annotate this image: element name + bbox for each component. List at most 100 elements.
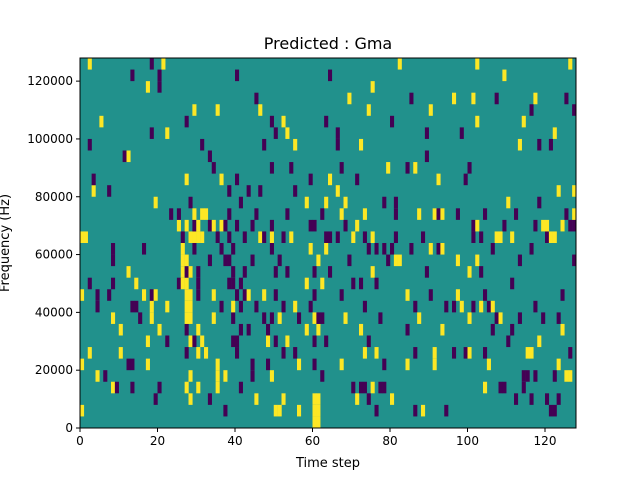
- heatmap-cell-negative: [514, 393, 519, 405]
- heatmap-cell-negative: [235, 347, 240, 359]
- heatmap-cell-negative: [269, 243, 274, 255]
- heatmap-cell-negative: [471, 300, 476, 313]
- heatmap-cell-positive: [200, 335, 205, 348]
- heatmap-cell-positive: [126, 266, 131, 278]
- heatmap-cell-negative: [529, 393, 534, 405]
- heatmap-cell-positive: [359, 323, 364, 336]
- heatmap-cell-negative: [413, 300, 418, 313]
- heatmap-cell-negative: [184, 266, 189, 278]
- heatmap-cell-positive: [269, 231, 274, 243]
- heatmap-cell-positive: [111, 312, 116, 324]
- heatmap-cell-positive: [161, 58, 166, 70]
- heatmap-cell-positive: [111, 381, 116, 394]
- heatmap-cell-negative: [107, 185, 112, 197]
- heatmap-cell-negative: [556, 393, 561, 405]
- heatmap-cell-negative: [192, 243, 197, 255]
- heatmap-cell-negative: [537, 196, 542, 209]
- heatmap-cell-positive: [87, 347, 92, 359]
- heatmap-cell-negative: [207, 393, 212, 405]
- heatmap-cell-positive: [529, 347, 534, 359]
- heatmap-cell-positive: [541, 219, 546, 232]
- heatmap-cell-negative: [235, 289, 240, 301]
- heatmap-cell-negative: [452, 300, 457, 313]
- heatmap-cell-negative: [533, 300, 538, 313]
- heatmap-cell-negative: [444, 404, 449, 417]
- heatmap-cell-negative: [130, 69, 135, 82]
- heatmap-cell-negative: [436, 243, 441, 255]
- heatmap-cell-negative: [335, 231, 340, 243]
- heatmap-cell-negative: [196, 266, 201, 278]
- heatmap-cell-negative: [316, 312, 321, 324]
- heatmap-cell-negative: [142, 243, 147, 255]
- heatmap-cell-positive: [188, 393, 193, 405]
- heatmap-cell-positive: [184, 289, 189, 301]
- heatmap-cell-positive: [351, 231, 356, 243]
- heatmap-cell-negative: [281, 300, 286, 313]
- heatmap-cell-positive: [219, 219, 224, 232]
- heatmap-cell-negative: [107, 289, 112, 301]
- heatmap-cell-negative: [266, 358, 271, 371]
- heatmap-cell-negative: [502, 219, 507, 232]
- heatmap-cell-negative: [444, 300, 449, 313]
- heatmap-cell-positive: [537, 335, 542, 348]
- y-tick-label: 20000: [35, 363, 73, 377]
- heatmap-cell-negative: [359, 381, 364, 394]
- heatmap-cell-negative: [324, 335, 329, 348]
- heatmap-cell-positive: [184, 219, 189, 232]
- heatmap-cell-negative: [502, 381, 507, 394]
- heatmap-cell-positive: [475, 58, 480, 70]
- heatmap-cell-negative: [231, 277, 236, 290]
- heatmap-cell-positive: [432, 358, 437, 371]
- heatmap-cell-positive: [440, 208, 445, 220]
- y-axis: 0 20000 40000 60000 80000 100000 120000: [27, 74, 80, 435]
- heatmap-cell-positive: [91, 185, 96, 197]
- heatmap-cell-negative: [362, 300, 367, 313]
- heatmap-cell-negative: [424, 150, 429, 163]
- heatmap-cell-positive: [362, 347, 367, 359]
- heatmap-cell-positive: [196, 347, 201, 359]
- heatmap-cell-positive: [134, 277, 139, 290]
- heatmap-cell-negative: [262, 231, 267, 243]
- heatmap-cell-negative: [281, 231, 286, 243]
- heatmap-cell-positive: [545, 219, 550, 232]
- heatmap-cell-negative: [324, 115, 329, 128]
- heatmap-cell-positive: [281, 393, 286, 405]
- heatmap-cell-positive: [273, 404, 278, 417]
- heatmap-cell-positive: [277, 312, 282, 324]
- heatmap-cell-positive: [475, 219, 480, 232]
- heatmap-cell-positive: [486, 358, 491, 371]
- heatmap-cell-negative: [149, 58, 154, 70]
- heatmap-cell-negative: [521, 381, 526, 394]
- heatmap-cell-negative: [238, 381, 243, 394]
- heatmap-cell-negative: [238, 323, 243, 336]
- heatmap-cell-negative: [231, 243, 236, 255]
- heatmap-cell-positive: [455, 254, 460, 267]
- y-tick-label: 60000: [35, 248, 73, 262]
- heatmap-cell-negative: [347, 254, 352, 267]
- plot-frame: [79, 57, 577, 429]
- heatmap-cell-negative: [235, 219, 240, 232]
- heatmap-cell-positive: [149, 312, 154, 324]
- heatmap-cell-negative: [486, 300, 491, 313]
- heatmap-cell-negative: [285, 208, 290, 220]
- heatmap-cell-negative: [374, 277, 379, 290]
- heatmap-cell-negative: [320, 312, 325, 324]
- heatmap-cell-negative: [111, 243, 116, 255]
- heatmap-cell-positive: [343, 196, 348, 209]
- heatmap-cell-negative: [134, 300, 139, 313]
- heatmap-cell-negative: [572, 219, 577, 232]
- heatmap-cell-negative: [405, 323, 410, 336]
- heatmap-cell-negative: [517, 312, 522, 324]
- heatmap-cell-positive: [421, 404, 426, 417]
- heatmap-cell-negative: [254, 208, 259, 220]
- heatmap-cell-negative: [312, 219, 317, 232]
- heatmap-cell-positive: [533, 92, 538, 105]
- heatmap-cell-positive: [568, 370, 573, 382]
- heatmap-cell-positive: [293, 300, 298, 313]
- heatmap-cell-negative: [126, 358, 131, 371]
- heatmap-cell-positive: [215, 370, 220, 382]
- heatmap-cell-negative: [413, 347, 418, 359]
- heatmap-cell-positive: [211, 312, 216, 324]
- heatmap-cell-negative: [494, 92, 499, 105]
- heatmap-cell-negative: [537, 138, 542, 151]
